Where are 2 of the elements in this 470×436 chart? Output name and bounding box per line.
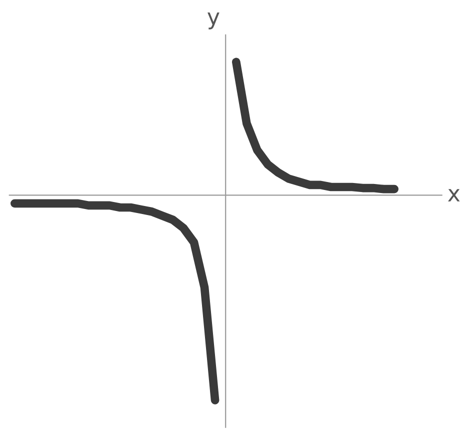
y-axis-title: y: [208, 12, 220, 30]
x-axis-title: x: [448, 189, 460, 202]
